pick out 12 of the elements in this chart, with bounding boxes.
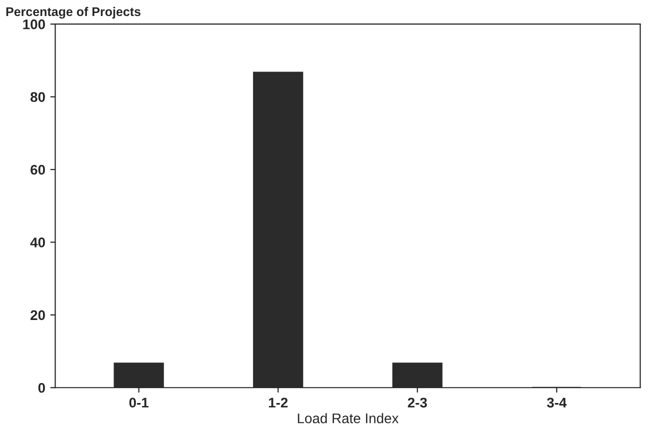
x-axis-title: Load Rate Index — [298, 413, 399, 424]
y-tick-label: 60 — [30, 164, 45, 175]
x-tick-label: 0-1 — [129, 398, 148, 408]
y-tick-label: 80 — [30, 92, 45, 102]
y-tick-label: 40 — [30, 238, 45, 248]
x-tick-label: 3-4 — [546, 398, 567, 408]
y-tick-label: 20 — [30, 310, 45, 320]
y-tick-label: 100 — [23, 19, 45, 30]
x-tick-label: 2-3 — [408, 398, 427, 408]
x-tick-label: 1-2 — [268, 398, 288, 408]
y-tick-label: 0 — [38, 382, 45, 393]
y-axis-title: Percentage of Projects — [6, 6, 140, 19]
